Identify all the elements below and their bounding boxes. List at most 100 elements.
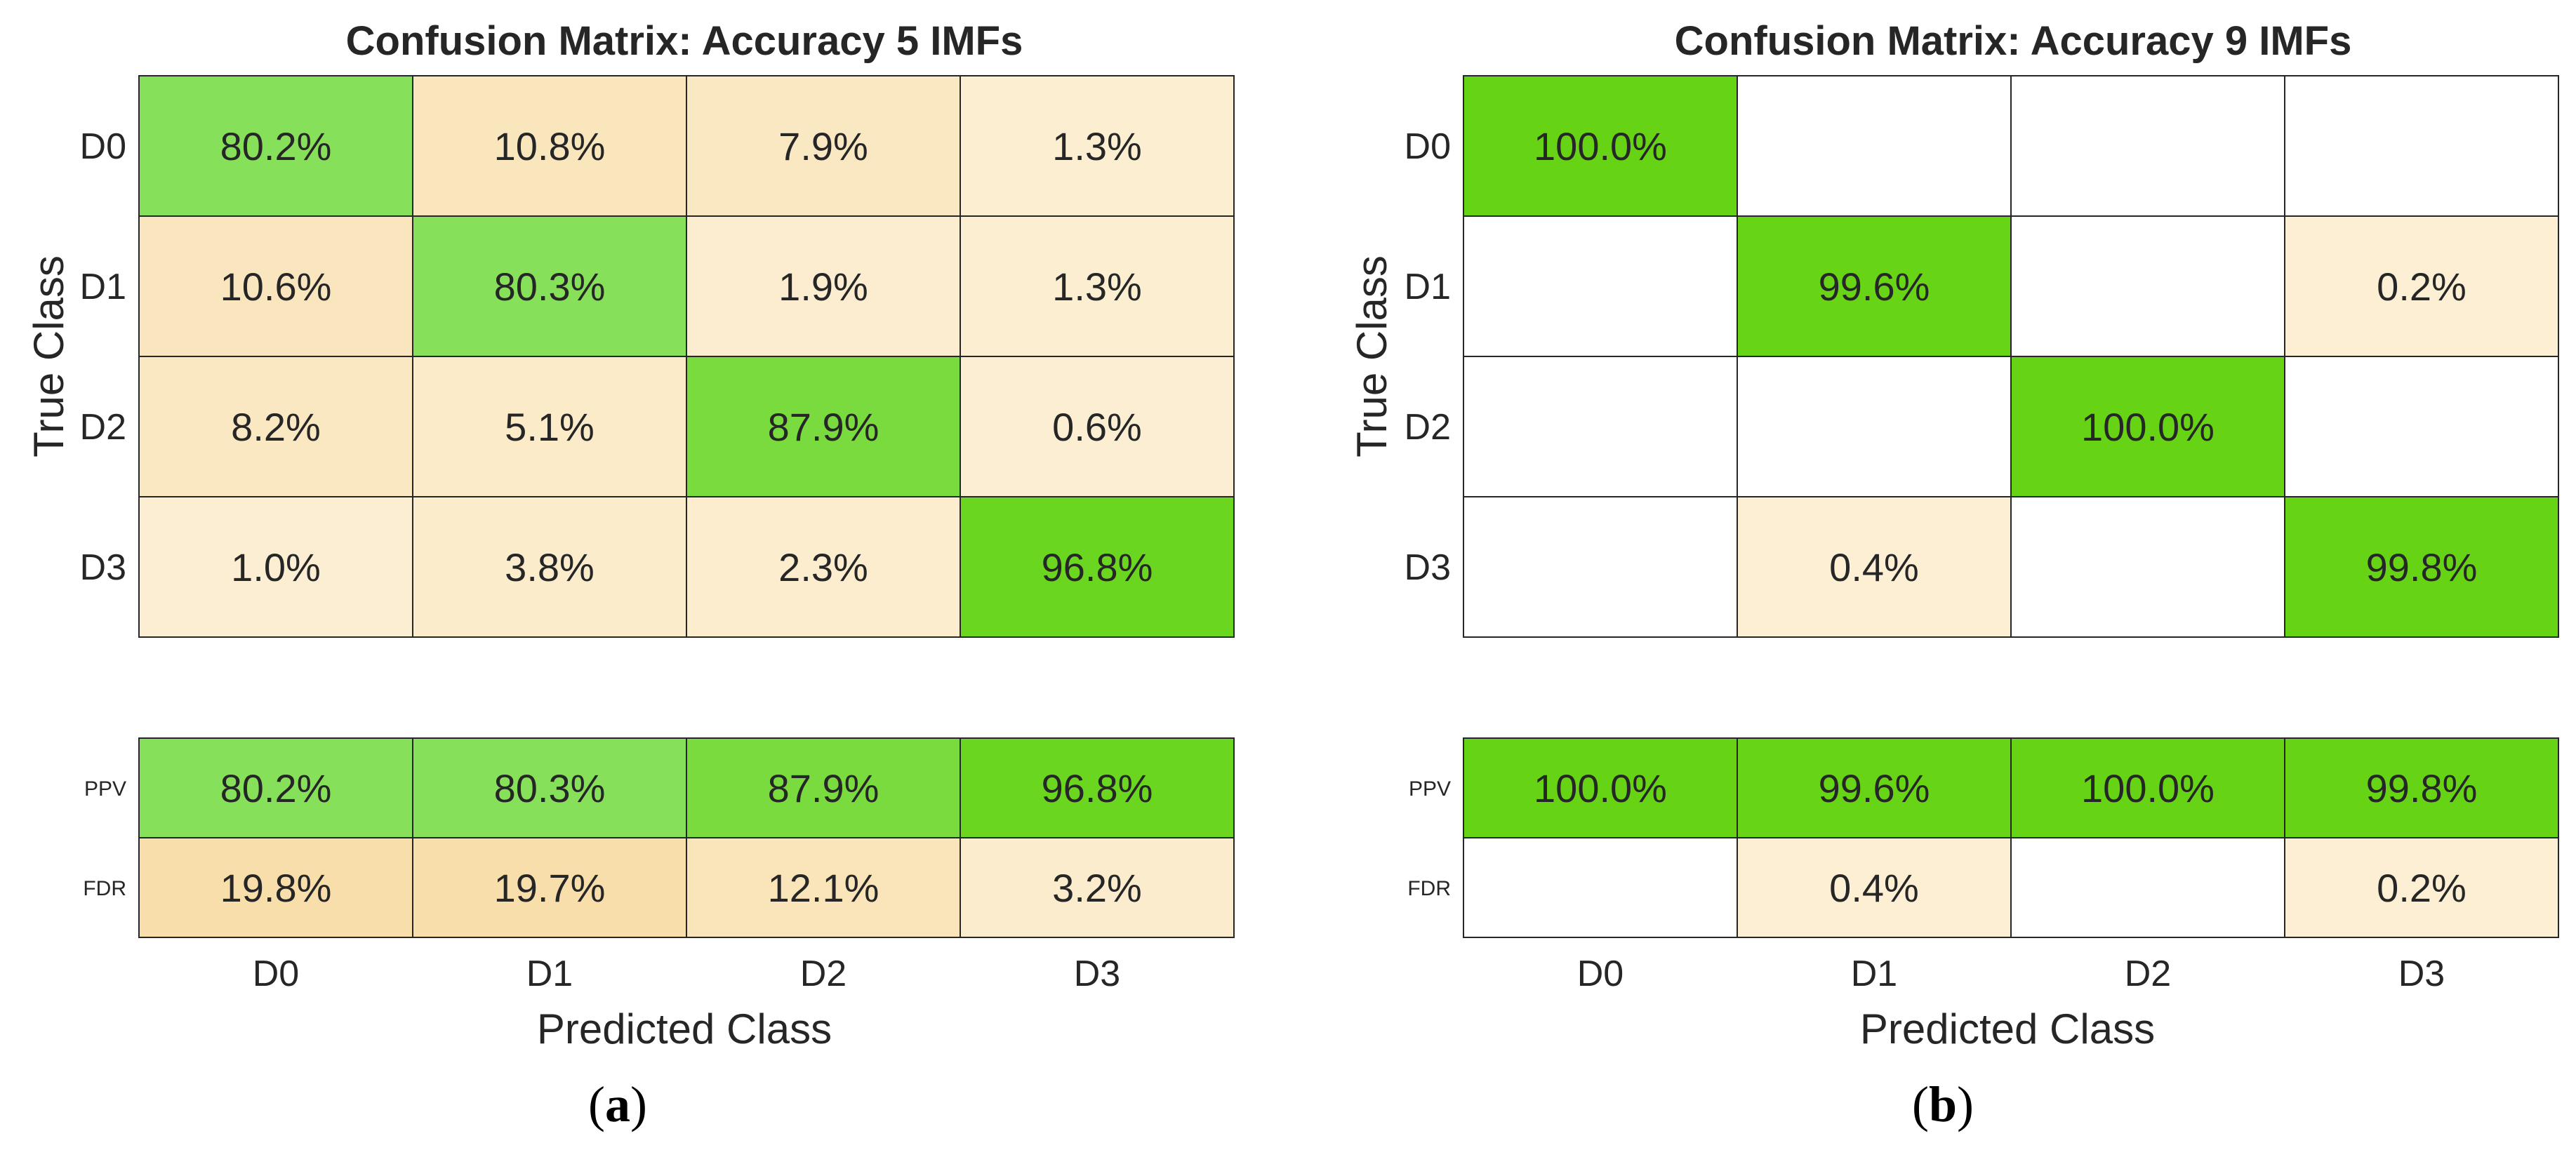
cell-value: 5.1%: [505, 405, 595, 449]
matrix-cell: [2284, 215, 2559, 357]
cell-value: 100.0%: [2081, 405, 2215, 449]
matrix-cell: [1737, 356, 2012, 497]
summary-cell: [2284, 837, 2559, 938]
row-tick-label: D3: [1405, 547, 1451, 588]
row-tick-label: D1: [80, 267, 126, 307]
cell-value: 2.3%: [778, 545, 868, 589]
summary-value: 0.2%: [2377, 866, 2467, 910]
panel-label-open: (: [588, 1076, 605, 1132]
panel-label-open: (: [1912, 1076, 1929, 1132]
matrix-cell: [138, 215, 413, 357]
cell-value: 99.8%: [2366, 545, 2478, 589]
matrix-cell: [960, 215, 1235, 357]
matrix-cell: [412, 496, 687, 638]
cell-value: 0.6%: [1052, 405, 1142, 449]
chart-title: Confusion Matrix: Accuracy 5 IMFs: [346, 18, 1023, 64]
row-tick-label: D0: [80, 126, 126, 167]
cell-value: 0.4%: [1829, 545, 1919, 589]
panel-label-close: ): [630, 1076, 647, 1132]
matrix-cell: [2284, 356, 2559, 497]
matrix-cell: [2010, 75, 2285, 217]
column-tick-label: D3: [2398, 954, 2445, 994]
cell-value: 99.6%: [1819, 265, 1930, 309]
summary-row-label: PPV: [1409, 777, 1451, 801]
matrix-cell: [2284, 75, 2559, 217]
cell-value: 96.8%: [1042, 545, 1153, 589]
summary-value: 19.8%: [220, 866, 332, 910]
matrix-cell: [1463, 75, 1738, 217]
cell-value: 100.0%: [1534, 124, 1667, 168]
matrix-cell: [1463, 215, 1738, 357]
summary-row-label: FDR: [1407, 877, 1451, 900]
matrix-cell: [138, 496, 413, 638]
matrix-cell: [138, 75, 413, 217]
x-axis-label: Predicted Class: [537, 1005, 832, 1052]
confusion-matrix-a: Confusion Matrix: Accuracy 5 IMFs 80.2% 10…: [25, 18, 1235, 1132]
row-tick-label: D3: [80, 547, 126, 588]
matrix-cell: [412, 75, 687, 217]
matrix-cell: [1737, 496, 2012, 638]
row-tick-label: D2: [80, 407, 126, 448]
matrix-cell: [960, 75, 1235, 217]
summary-cell: [138, 737, 413, 838]
summary-cell: [686, 737, 961, 838]
cell-value: 80.3%: [494, 265, 606, 309]
panel-label-letter: a: [605, 1076, 630, 1132]
column-tick-label: D0: [253, 954, 299, 994]
confusion-matrix-b: Confusion Matrix: Accuracy 9 IMFs 100.0% D…: [1348, 18, 2559, 1132]
cell-value: 7.9%: [778, 124, 868, 168]
summary-cell: [1463, 837, 1738, 938]
matrix-cell: [2010, 215, 2285, 357]
y-axis-label: True Class: [1348, 255, 1395, 457]
column-tick-label: D1: [1851, 954, 1897, 994]
cell-value: 1.9%: [778, 265, 868, 309]
summary-row-label: PPV: [84, 777, 126, 801]
cell-value: 10.6%: [220, 265, 332, 309]
matrix-cell: [686, 75, 961, 217]
summary-value: 100.0%: [2081, 766, 2215, 810]
summary-cell: [2010, 837, 2285, 938]
matrix-cell: [1463, 496, 1738, 638]
column-tick-label: D0: [1577, 954, 1624, 994]
summary-value: 80.2%: [220, 766, 332, 810]
matrix-cell: [412, 215, 687, 357]
summary-cell: [412, 837, 687, 938]
summary-row-label: FDR: [83, 877, 126, 900]
summary-cell: [138, 837, 413, 938]
summary-value: 19.7%: [494, 866, 606, 910]
y-axis-label: True Class: [25, 255, 72, 457]
summary-value: 87.9%: [768, 766, 879, 810]
column-tick-label: D2: [2125, 954, 2171, 994]
matrix-cell: [2010, 496, 2285, 638]
summary-value: 100.0%: [1534, 766, 1667, 810]
panel-label-letter: b: [1929, 1076, 1957, 1132]
summary-cell: [412, 737, 687, 838]
matrix-cell: [2010, 356, 2285, 497]
chart-title: Confusion Matrix: Accuracy 9 IMFs: [1675, 18, 2352, 64]
cell-value: 80.2%: [220, 124, 332, 168]
summary-value: 0.4%: [1829, 866, 1919, 910]
summary-value: 96.8%: [1042, 766, 1153, 810]
summary-cell: [1463, 737, 1738, 838]
cell-value: 1.3%: [1052, 124, 1142, 168]
cell-value: 1.0%: [231, 545, 321, 589]
summary-cell: [960, 837, 1235, 938]
column-tick-label: D3: [1074, 954, 1120, 994]
summary-value: 80.3%: [494, 766, 606, 810]
matrix-cell: [686, 496, 961, 638]
summary-cell: [960, 737, 1235, 838]
column-tick-label: D1: [526, 954, 573, 994]
cell-value: 10.8%: [494, 124, 606, 168]
summary-value: 99.6%: [1819, 766, 1930, 810]
cell-value: 1.3%: [1052, 265, 1142, 309]
summary-value: 99.8%: [2366, 766, 2478, 810]
x-axis-label: Predicted Class: [1860, 1005, 2155, 1052]
summary-value: 3.2%: [1052, 866, 1142, 910]
matrix-cell: [1463, 356, 1738, 497]
row-tick-label: D2: [1405, 407, 1451, 448]
matrix-cell: [412, 356, 687, 497]
row-tick-label: D0: [1405, 126, 1451, 167]
panel-label-close: ): [1957, 1076, 1974, 1132]
panel-label: (b): [1912, 1076, 1974, 1132]
